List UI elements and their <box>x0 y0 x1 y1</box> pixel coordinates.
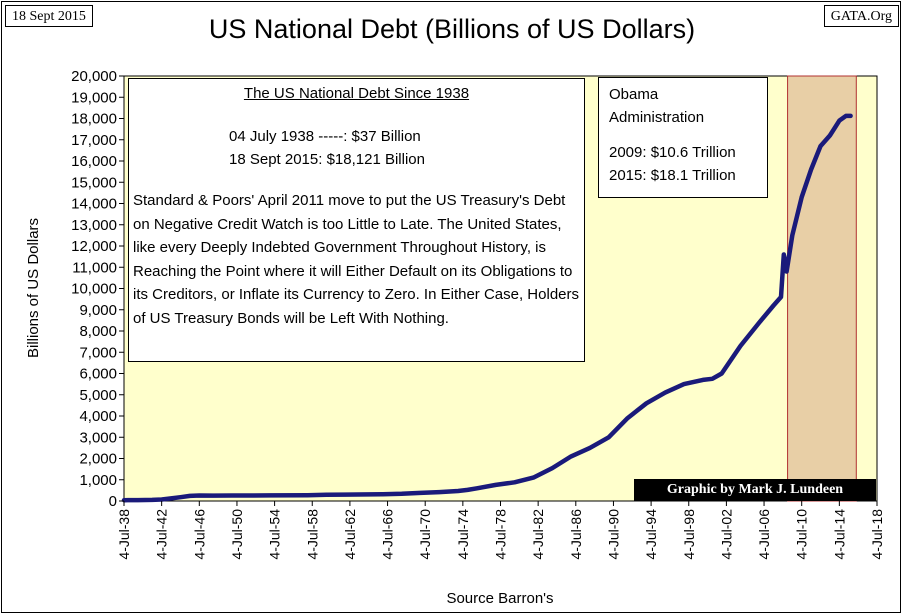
x-tick-label: 4-Jul-42 <box>154 509 170 560</box>
y-tick-label: 18,000 <box>71 111 117 128</box>
y-tick-label: 2,000 <box>79 451 117 468</box>
x-tick-label: 4-Jul-18 <box>869 509 885 560</box>
x-tick-label: 4-Jul-86 <box>568 509 584 560</box>
x-tick-label: 4-Jul-46 <box>191 509 207 560</box>
x-tick-label: 4-Jul-94 <box>643 509 659 560</box>
y-tick-label: 8,000 <box>79 323 117 340</box>
debt-1938-line: 04 July 1938 -----: $37 Billion <box>229 128 421 145</box>
x-tick-label: 4-Jul-38 <box>116 509 132 560</box>
y-tick-label: 6,000 <box>79 366 117 383</box>
chart-title: US National Debt (Billions of US Dollars… <box>208 14 696 44</box>
x-tick-label: 4-Jul-90 <box>605 509 621 560</box>
y-tick-label: 20,000 <box>71 68 117 85</box>
x-tick-label: 4-Jul-54 <box>267 509 283 560</box>
x-tick-label: 4-Jul-82 <box>530 509 546 560</box>
x-tick-label: 4-Jul-06 <box>756 509 772 560</box>
obama-2009-debt: 2009: $10.6 Trillion <box>609 144 736 161</box>
graphic-credit: Graphic by Mark J. Lundeen <box>634 479 876 501</box>
x-tick-label: 4-Jul-98 <box>681 509 697 560</box>
y-tick-label: 10,000 <box>71 281 117 298</box>
y-tick-label: 14,000 <box>71 196 117 213</box>
x-tick-label: 4-Jul-78 <box>493 509 509 560</box>
y-tick-label: 5,000 <box>79 387 117 404</box>
y-tick-label: 11,000 <box>72 259 117 276</box>
y-tick-label: 4,000 <box>79 408 117 425</box>
y-tick-label: 12,000 <box>71 238 117 255</box>
x-tick-label: 4-Jul-62 <box>342 509 358 560</box>
y-tick-label: 16,000 <box>71 153 117 170</box>
debt-history-textbox: The US National Debt Since 1938 04 July … <box>128 78 585 362</box>
debt-2015-line: 18 Sept 2015: $18,121 Billion <box>229 151 425 168</box>
obama-administration-textbox: Obama Administration 2009: $10.6 Trillio… <box>598 77 768 198</box>
y-axis-label: Billions of US Dollars <box>25 218 42 358</box>
y-tick-label: 7,000 <box>79 344 117 361</box>
y-tick-label: 19,000 <box>71 89 117 106</box>
date-tag: 18 Sept 2015 <box>5 5 93 27</box>
x-tick-label: 4-Jul-66 <box>380 509 396 560</box>
x-tick-label: 4-Jul-58 <box>304 509 320 560</box>
textbox-commentary: Standard & Poors' April 2011 move to put… <box>133 192 579 327</box>
x-tick-label: 4-Jul-10 <box>794 509 810 560</box>
y-tick-label: 9,000 <box>79 302 117 319</box>
obama-title-line1: Obama <box>609 86 659 103</box>
y-tick-label: 0 <box>109 493 117 510</box>
y-tick-label: 13,000 <box>71 217 117 234</box>
x-axis-ticks: 4-Jul-38 4-Jul-42 4-Jul-46 4-Jul-50 4-Jul-54… <box>116 501 885 560</box>
x-tick-label: 4-Jul-74 <box>455 509 471 560</box>
x-axis-label: Source Barron's <box>446 590 553 607</box>
y-tick-label: 17,000 <box>71 132 117 149</box>
debt-series-line <box>121 113 853 503</box>
obama-title-line2: Administration <box>609 109 705 126</box>
x-tick-label: 4-Jul-70 <box>417 509 433 560</box>
x-tick-label: 4-Jul-02 <box>718 509 734 560</box>
obama-period-highlight <box>787 75 857 502</box>
y-axis-ticks: 0 1,000 2,000 3,000 4,000 5,000 6,000 7,000 8,00… <box>71 68 124 510</box>
y-tick-label: 1,000 <box>79 472 117 489</box>
y-tick-label: 3,000 <box>79 429 117 446</box>
source-tag: GATA.Org <box>823 5 899 27</box>
x-tick-label: 4-Jul-14 <box>831 509 847 560</box>
x-tick-label: 4-Jul-50 <box>229 509 245 560</box>
y-tick-label: 15,000 <box>71 174 117 191</box>
obama-2015-debt: 2015: $18.1 Trillion <box>609 167 736 184</box>
textbox-heading: The US National Debt Since 1938 <box>243 85 470 102</box>
